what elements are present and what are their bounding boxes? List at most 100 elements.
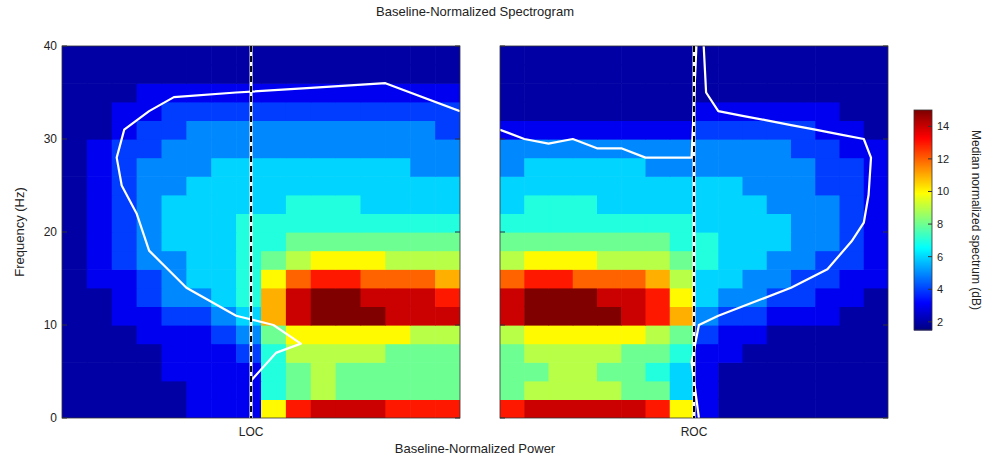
cell (718, 288, 743, 307)
cell (361, 362, 386, 381)
cell (311, 325, 336, 344)
cell (286, 399, 311, 418)
cell (87, 83, 112, 102)
cell (670, 102, 695, 121)
cell (211, 195, 236, 214)
cell (336, 306, 361, 325)
cell (718, 399, 743, 418)
cell (261, 83, 286, 102)
cell (500, 325, 525, 344)
frame (62, 46, 460, 418)
cell (385, 325, 410, 344)
cell (791, 195, 816, 214)
cell (311, 399, 336, 418)
cell (573, 381, 598, 400)
cell (767, 232, 792, 251)
cell (767, 381, 792, 400)
cell (694, 381, 719, 400)
cell (621, 269, 646, 288)
cell (743, 399, 768, 418)
cell (767, 176, 792, 195)
cell (524, 65, 549, 84)
cell (236, 46, 261, 65)
cell (137, 269, 162, 288)
cell (549, 288, 574, 307)
cell (261, 65, 286, 84)
cell (621, 288, 646, 307)
cell (410, 399, 435, 418)
cell (524, 158, 549, 177)
cell (112, 195, 137, 214)
cell (524, 288, 549, 307)
y-tick-label: 30 (44, 132, 58, 146)
cell (815, 399, 840, 418)
cell (186, 381, 211, 400)
cell (621, 158, 646, 177)
cell (500, 269, 525, 288)
cell (162, 325, 187, 344)
cell (87, 102, 112, 121)
y-tick (500, 46, 505, 47)
cell (743, 83, 768, 102)
cell (815, 213, 840, 232)
cell (336, 213, 361, 232)
cell (670, 176, 695, 195)
cell (137, 325, 162, 344)
cell (62, 288, 87, 307)
cell (864, 399, 888, 418)
cell (840, 344, 865, 363)
cell (718, 46, 743, 65)
cell (791, 213, 816, 232)
cell (840, 325, 865, 344)
cell (767, 399, 792, 418)
cell (261, 251, 286, 270)
cell (435, 399, 460, 418)
cell (646, 158, 671, 177)
cell (743, 251, 768, 270)
cell (573, 139, 598, 158)
cell (211, 344, 236, 363)
cell (87, 362, 112, 381)
cell (211, 213, 236, 232)
cell (87, 251, 112, 270)
cell (261, 46, 286, 65)
event-line-bg (693, 46, 696, 418)
cell (670, 120, 695, 139)
cell (186, 158, 211, 177)
cell (286, 251, 311, 270)
cell (840, 306, 865, 325)
cell (573, 306, 598, 325)
cell (410, 306, 435, 325)
cell (621, 232, 646, 251)
cell (410, 102, 435, 121)
cell (410, 213, 435, 232)
cell (385, 399, 410, 418)
cell (718, 213, 743, 232)
cell (597, 46, 622, 65)
cell (573, 232, 598, 251)
cell (236, 251, 261, 270)
cell (815, 195, 840, 214)
cell (311, 362, 336, 381)
cell (573, 176, 598, 195)
cell (621, 325, 646, 344)
cell (162, 362, 187, 381)
cell (87, 176, 112, 195)
cell (524, 83, 549, 102)
cell (435, 269, 460, 288)
cell (743, 139, 768, 158)
cell (524, 46, 549, 65)
cell (791, 83, 816, 102)
cell (236, 65, 261, 84)
cell (112, 102, 137, 121)
cell (186, 232, 211, 251)
title: Baseline-Normalized Spectrogram (376, 4, 574, 19)
cell (718, 232, 743, 251)
cell (840, 251, 865, 270)
cell (500, 158, 525, 177)
cell (524, 269, 549, 288)
cell (840, 176, 865, 195)
cell (646, 362, 671, 381)
cell (336, 399, 361, 418)
cell (549, 306, 574, 325)
